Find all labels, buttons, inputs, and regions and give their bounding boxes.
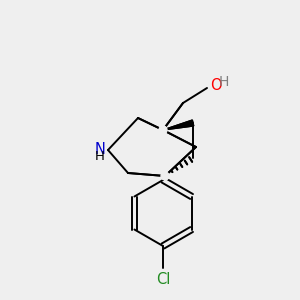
Circle shape — [161, 172, 169, 180]
Polygon shape — [163, 120, 194, 130]
Text: H: H — [219, 75, 230, 89]
Text: N: N — [94, 142, 105, 158]
Text: H: H — [95, 151, 105, 164]
Text: Cl: Cl — [156, 272, 170, 287]
Polygon shape — [163, 120, 194, 130]
Circle shape — [159, 126, 167, 134]
Text: O: O — [210, 79, 222, 94]
